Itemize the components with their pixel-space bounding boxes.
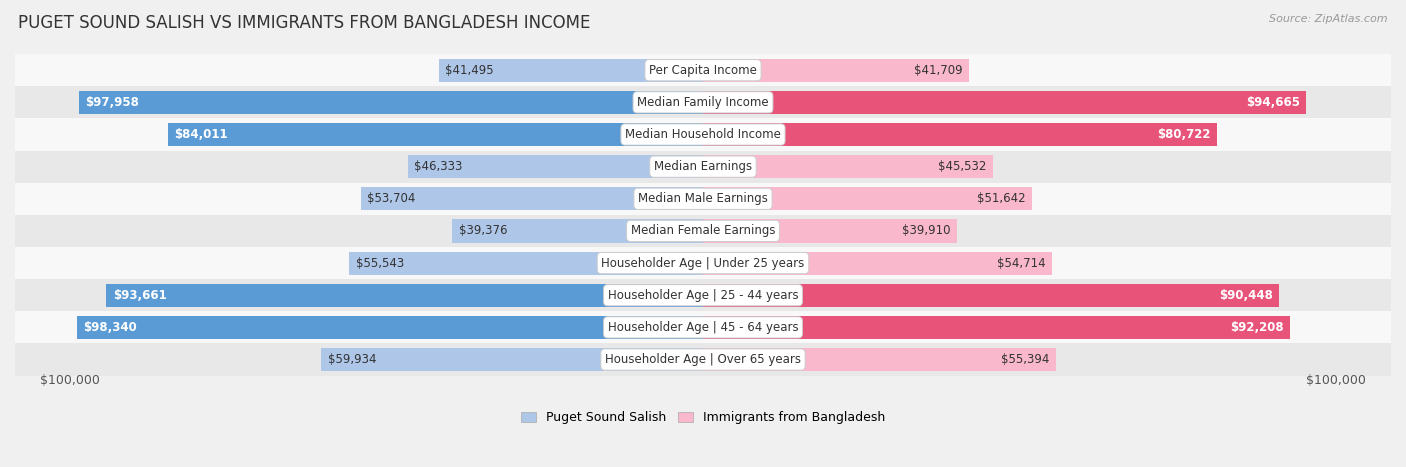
- Bar: [349, 252, 703, 275]
- Text: Householder Age | 25 - 44 years: Householder Age | 25 - 44 years: [607, 289, 799, 302]
- Text: $92,208: $92,208: [1230, 321, 1284, 334]
- Text: $39,910: $39,910: [903, 225, 950, 237]
- Legend: Puget Sound Salish, Immigrants from Bangladesh: Puget Sound Salish, Immigrants from Bang…: [516, 406, 890, 429]
- Bar: [15, 247, 1391, 279]
- Bar: [703, 59, 969, 82]
- Bar: [361, 187, 703, 210]
- Text: $100,000: $100,000: [41, 374, 100, 387]
- Bar: [703, 91, 1306, 114]
- Bar: [15, 86, 1391, 119]
- Text: $80,722: $80,722: [1157, 128, 1211, 141]
- Text: $84,011: $84,011: [174, 128, 228, 141]
- Text: $98,340: $98,340: [83, 321, 136, 334]
- Text: $55,543: $55,543: [356, 256, 404, 269]
- Text: $41,495: $41,495: [446, 64, 494, 77]
- Text: $53,704: $53,704: [367, 192, 416, 205]
- Text: Median Male Earnings: Median Male Earnings: [638, 192, 768, 205]
- Bar: [15, 215, 1391, 247]
- Text: Source: ZipAtlas.com: Source: ZipAtlas.com: [1270, 14, 1388, 24]
- Text: $41,709: $41,709: [914, 64, 962, 77]
- Bar: [453, 219, 703, 242]
- Text: $46,333: $46,333: [415, 160, 463, 173]
- Bar: [15, 311, 1391, 343]
- Bar: [15, 150, 1391, 183]
- Text: Householder Age | Over 65 years: Householder Age | Over 65 years: [605, 353, 801, 366]
- Bar: [15, 183, 1391, 215]
- Text: Per Capita Income: Per Capita Income: [650, 64, 756, 77]
- Text: Median Household Income: Median Household Income: [626, 128, 780, 141]
- Bar: [76, 316, 703, 339]
- Bar: [703, 283, 1279, 307]
- Text: $90,448: $90,448: [1219, 289, 1272, 302]
- Bar: [15, 119, 1391, 150]
- Text: PUGET SOUND SALISH VS IMMIGRANTS FROM BANGLADESH INCOME: PUGET SOUND SALISH VS IMMIGRANTS FROM BA…: [18, 14, 591, 32]
- Text: Householder Age | Under 25 years: Householder Age | Under 25 years: [602, 256, 804, 269]
- Bar: [703, 155, 993, 178]
- Bar: [15, 343, 1391, 375]
- Text: $97,958: $97,958: [86, 96, 139, 109]
- Text: Householder Age | 45 - 64 years: Householder Age | 45 - 64 years: [607, 321, 799, 334]
- Text: Median Family Income: Median Family Income: [637, 96, 769, 109]
- Bar: [15, 54, 1391, 86]
- Text: $51,642: $51,642: [977, 192, 1025, 205]
- Bar: [321, 348, 703, 371]
- Bar: [703, 219, 957, 242]
- Text: $59,934: $59,934: [328, 353, 375, 366]
- Text: $45,532: $45,532: [938, 160, 987, 173]
- Text: $94,665: $94,665: [1246, 96, 1299, 109]
- Text: $54,714: $54,714: [997, 256, 1045, 269]
- Bar: [439, 59, 703, 82]
- Bar: [703, 316, 1291, 339]
- Bar: [703, 187, 1032, 210]
- Bar: [703, 252, 1052, 275]
- Bar: [703, 123, 1218, 146]
- Bar: [167, 123, 703, 146]
- Text: $55,394: $55,394: [1001, 353, 1049, 366]
- Text: $39,376: $39,376: [458, 225, 508, 237]
- Text: $100,000: $100,000: [1306, 374, 1365, 387]
- Bar: [408, 155, 703, 178]
- Text: Median Female Earnings: Median Female Earnings: [631, 225, 775, 237]
- Bar: [703, 348, 1056, 371]
- Text: Median Earnings: Median Earnings: [654, 160, 752, 173]
- Bar: [79, 91, 703, 114]
- Bar: [107, 283, 703, 307]
- Bar: [15, 279, 1391, 311]
- Text: $93,661: $93,661: [112, 289, 166, 302]
